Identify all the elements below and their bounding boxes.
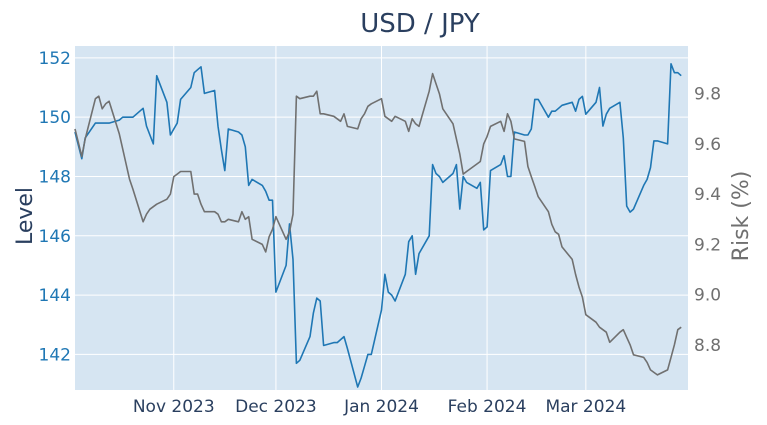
x-tick-label: Jan 2024 [343, 397, 419, 417]
y-tick-label-left: 144 [39, 286, 71, 306]
y-tick-label-left: 150 [39, 108, 71, 128]
y-tick-label-left: 146 [39, 227, 71, 247]
y-tick-label-right: 9.8 [694, 85, 721, 105]
x-tick-label: Dec 2023 [235, 397, 317, 417]
series-layer [74, 62, 682, 388]
chart-title: USD / JPY [360, 9, 480, 39]
y-tick-label-left: 142 [39, 345, 71, 365]
tick-layer: 142 144 146 148 150 152 Nov 2023 Dec 2023 Jan 20… [39, 49, 722, 417]
y-axis-label-left: Level [13, 187, 38, 245]
y-tick-label-right: 8.8 [694, 336, 721, 356]
x-tick-label: Nov 2023 [133, 397, 215, 417]
y-axis-label-right: Risk (%) [729, 171, 754, 262]
y-tick-label-left: 148 [39, 167, 71, 187]
x-tick-label: Mar 2024 [545, 397, 626, 417]
x-tick-label: Feb 2024 [448, 397, 527, 417]
y-tick-label-right: 9.2 [694, 235, 721, 255]
y-tick-label-right: 9.6 [694, 135, 721, 155]
level-series-line [74, 62, 682, 388]
y-tick-label-left: 152 [39, 49, 71, 69]
y-tick-label-right: 9.0 [694, 286, 721, 306]
y-tick-label-right: 9.4 [694, 185, 721, 205]
risk-series-line [74, 72, 682, 376]
